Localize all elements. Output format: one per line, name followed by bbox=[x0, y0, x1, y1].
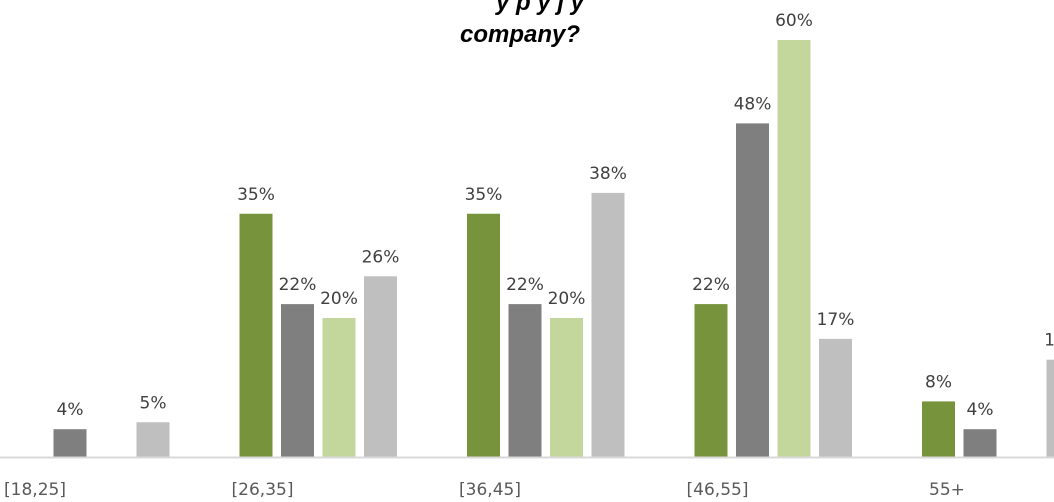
chart-title-line-1: y p y j y bbox=[495, 0, 586, 16]
data-label-4-3: 14% bbox=[1044, 331, 1054, 351]
bar-3-0 bbox=[694, 304, 728, 457]
x-tick-label-1: [26,35] bbox=[232, 480, 294, 500]
bar-0-3 bbox=[136, 422, 170, 457]
data-label-1-2: 20% bbox=[320, 289, 358, 309]
data-label-2-3: 38% bbox=[589, 164, 627, 184]
bar-0-1 bbox=[53, 429, 87, 457]
data-label-2-1: 22% bbox=[506, 275, 544, 295]
bar-1-0 bbox=[239, 213, 273, 457]
data-label-3-1: 48% bbox=[734, 94, 772, 114]
bar-2-3 bbox=[591, 192, 625, 457]
data-label-1-0: 35% bbox=[237, 185, 275, 205]
bars-layer: 4% 5%35%22%20%26%35%22%20%38%22%48%60%17%… bbox=[53, 11, 1054, 458]
data-label-1-1: 22% bbox=[279, 275, 317, 295]
data-label-3-0: 22% bbox=[692, 275, 730, 295]
data-label-2-2: 20% bbox=[548, 289, 586, 309]
bar-3-3 bbox=[819, 338, 852, 457]
bar-2-0 bbox=[467, 213, 500, 457]
chart-title-line-2: company? bbox=[460, 21, 580, 48]
bar-4-1 bbox=[963, 429, 997, 457]
data-label-3-2: 60% bbox=[775, 11, 813, 31]
data-label-4-0: 8% bbox=[925, 372, 952, 392]
bar-4-3 bbox=[1046, 359, 1054, 457]
x-tick-label-2: [36,45] bbox=[459, 480, 521, 500]
bar-1-1 bbox=[281, 304, 314, 457]
data-label-0-3: 5% bbox=[140, 393, 167, 413]
data-label-2-0: 35% bbox=[465, 185, 503, 205]
bar-3-1 bbox=[736, 123, 769, 458]
bar-1-3 bbox=[364, 276, 397, 457]
data-label-0-1: 4% bbox=[57, 400, 84, 420]
x-axis-labels: [18,25] [26,35] [36,45] [46,55] 55+ bbox=[4, 480, 965, 500]
data-label-3-3: 17% bbox=[817, 310, 855, 330]
data-label-4-1: 4% bbox=[967, 400, 994, 420]
bar-2-1 bbox=[508, 304, 542, 457]
bar-2-2 bbox=[550, 318, 583, 457]
bar-1-2 bbox=[322, 318, 356, 457]
bar-4-0 bbox=[922, 401, 955, 457]
x-tick-label-3: [46,55] bbox=[687, 480, 749, 500]
x-tick-label-0: [18,25] bbox=[4, 480, 66, 500]
x-tick-label-4: 55+ bbox=[929, 480, 965, 500]
bar-3-2 bbox=[777, 40, 811, 457]
data-label-1-3: 26% bbox=[362, 247, 400, 267]
